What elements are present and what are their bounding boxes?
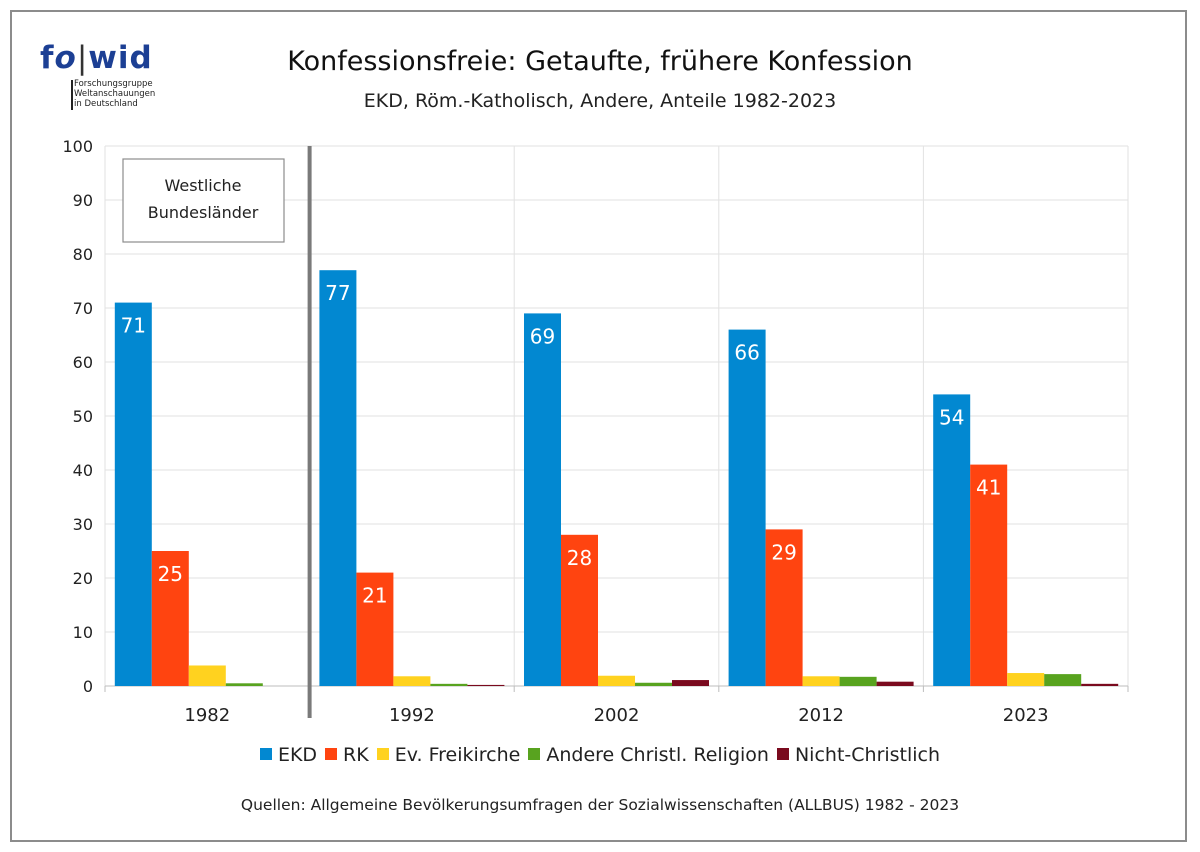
bar <box>933 394 971 686</box>
y-tick-label: 100 <box>62 137 93 156</box>
chart-frame <box>10 10 1187 842</box>
bar <box>356 572 394 686</box>
bar <box>876 681 914 686</box>
bar <box>728 329 766 686</box>
source-note: Quellen: Allgemeine Bevölkerungsumfragen… <box>240 796 960 814</box>
bar <box>1081 683 1119 686</box>
x-tick-label: 1992 <box>389 705 435 726</box>
y-tick-label: 70 <box>73 299 93 318</box>
data-label: 29 <box>771 540 796 564</box>
y-tick-label: 80 <box>73 245 93 264</box>
bar <box>672 680 709 686</box>
bar <box>598 675 635 686</box>
y-tick-label: 60 <box>73 353 93 372</box>
bar <box>430 683 468 686</box>
logo-word: fo|wid <box>40 40 153 76</box>
x-tick-label: 2023 <box>1003 705 1049 726</box>
logo-divider <box>71 80 73 110</box>
y-tick-label: 50 <box>73 407 93 426</box>
chart-legend: EKD RK Ev. Freikirche Andere Christl. Relig… <box>0 744 1200 766</box>
data-label: 54 <box>939 405 964 429</box>
bar <box>635 682 672 686</box>
legend-label: Ev. Freikirche <box>394 744 521 766</box>
logo-subtitle-line: in Deutschland <box>74 99 138 109</box>
bar <box>802 676 840 686</box>
data-label: 77 <box>325 281 350 305</box>
data-label: 28 <box>567 546 592 570</box>
bar <box>765 529 803 686</box>
chart-title: Konfessionsfreie: Getaufte, frühere Konf… <box>287 46 913 77</box>
chart-subtitle: EKD, Röm.-Katholisch, Andere, Anteile 19… <box>363 90 837 112</box>
x-tick-label: 2012 <box>798 705 844 726</box>
bar <box>393 676 431 686</box>
legend-label: Andere Christl. Religion <box>546 744 769 766</box>
bar <box>970 464 1008 686</box>
data-label: 66 <box>734 341 759 365</box>
x-tick-label: 2002 <box>594 705 640 726</box>
logo-subtitle-line: Forschungsgruppe <box>74 79 153 89</box>
legend-item: EKD <box>259 744 318 766</box>
logo-subtitle-line: Weltanschauungen <box>74 89 156 99</box>
fowid-logo: fo|wid Forschungsgruppe Weltanschauungen… <box>40 40 170 120</box>
bar <box>524 313 561 686</box>
y-tick-label: 40 <box>73 461 93 480</box>
bar <box>1007 673 1045 686</box>
legend-item: Ev. Freikirche <box>376 744 521 766</box>
y-tick-label: 20 <box>73 569 93 588</box>
legend-label: Nicht-Christlich <box>794 744 941 766</box>
bar <box>151 551 189 686</box>
annotation-text: Westliche <box>164 176 241 195</box>
bar <box>188 665 226 686</box>
bar <box>114 302 152 686</box>
y-tick-label: 10 <box>73 623 93 642</box>
data-label: 71 <box>121 314 146 338</box>
annotation-box <box>122 158 285 243</box>
legend-label: EKD <box>277 744 318 766</box>
legend-item: Andere Christl. Religion <box>528 744 769 766</box>
bar <box>839 676 877 686</box>
logo-subtitle: Forschungsgruppe Weltanschauungen in Deu… <box>74 79 155 109</box>
bar <box>561 534 598 686</box>
legend-item: RK <box>325 744 369 766</box>
legend-swatch <box>376 748 389 760</box>
bar <box>319 270 357 686</box>
bar <box>467 684 505 686</box>
y-tick-label: 0 <box>83 677 93 696</box>
data-label: 41 <box>976 476 1001 500</box>
x-tick-label: 1982 <box>184 705 230 726</box>
legend-swatch <box>776 748 789 760</box>
bar <box>225 683 263 686</box>
data-label: 25 <box>158 562 183 586</box>
legend-swatch <box>528 748 541 760</box>
bar <box>1044 674 1082 686</box>
legend-item: Nicht-Christlich <box>776 744 941 766</box>
y-tick-label: 90 <box>73 191 93 210</box>
annotation-text: Bundesländer <box>148 203 259 222</box>
legend-label: RK <box>343 744 369 766</box>
legend-swatch <box>259 748 272 760</box>
y-tick-label: 30 <box>73 515 93 534</box>
data-label: 69 <box>530 324 555 348</box>
data-label: 21 <box>362 584 387 608</box>
legend-swatch <box>325 748 338 760</box>
